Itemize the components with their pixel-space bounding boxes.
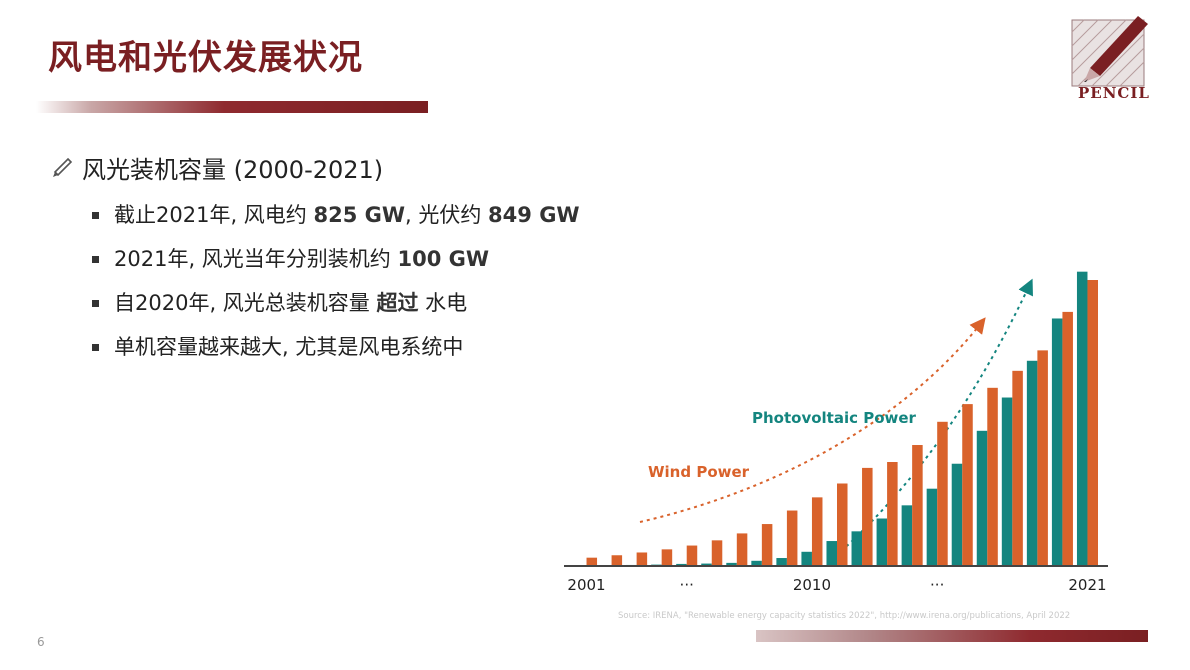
pencil-logo	[1071, 16, 1148, 87]
pv-bar	[1076, 271, 1088, 566]
wind-bar	[586, 557, 598, 566]
x-tick-label: 2010	[793, 576, 831, 594]
pv-bar	[926, 488, 938, 566]
bullet-text: 截止2021年, 风电约	[114, 203, 314, 227]
bullet-text: 单机容量越来越大, 尤其是风电系统中	[114, 335, 464, 359]
wind-bar	[636, 552, 648, 566]
x-tick-label: 2001	[567, 576, 605, 594]
bullet-item: 单机容量越来越大, 尤其是风电系统中	[88, 332, 580, 376]
bullet-item: 自2020年, 风光总装机容量 超过 水电	[88, 288, 580, 332]
pv-bar	[751, 560, 762, 566]
pv-bar	[801, 551, 812, 566]
logo-text: PENCIL	[1078, 84, 1150, 102]
wind-bar	[862, 467, 873, 566]
wind-bar	[837, 483, 848, 566]
wind-annotation: Wind Power	[648, 463, 750, 481]
pv-bar	[1026, 360, 1038, 566]
pv-annotation: Photovoltaic Power	[752, 409, 917, 427]
pv-bar	[951, 463, 963, 566]
wind-bar	[761, 524, 773, 566]
footer-bar	[756, 630, 1148, 642]
pv-bar	[1001, 397, 1013, 566]
wind-bar	[1062, 311, 1073, 566]
wind-bar	[912, 445, 923, 566]
title-underline-bar	[36, 101, 428, 113]
bullet-text: 水电	[418, 291, 468, 315]
bullet-marker	[92, 256, 99, 263]
pv-bar	[701, 563, 712, 566]
pv-bar	[726, 562, 737, 566]
pv-bar	[901, 505, 913, 566]
bullet-list: 截止2021年, 风电约 825 GW, 光伏约 849 GW 2021年, 风…	[88, 200, 580, 376]
pencil-icon	[53, 157, 73, 177]
wind-bar	[686, 545, 698, 566]
wind-bar	[1012, 370, 1023, 566]
wind-bar	[786, 510, 798, 566]
wind-bar	[1087, 280, 1098, 566]
x-tick-label: ···	[680, 576, 694, 594]
pv-bar	[851, 531, 863, 566]
bullet-bold: 100 GW	[397, 247, 490, 271]
pv-bar	[976, 430, 988, 566]
wind-trend-arrow	[639, 317, 986, 523]
wind-bar	[962, 404, 973, 566]
wind-bar	[661, 549, 673, 566]
bullet-marker	[92, 344, 99, 351]
x-tick-label: ···	[930, 576, 944, 594]
bullet-marker	[92, 212, 99, 219]
wind-bar	[937, 421, 948, 566]
wind-bar	[736, 533, 748, 566]
pv-bar	[826, 541, 837, 566]
capacity-bar-chart: 2001 ··· 2010 ··· 2021 Photovoltaic Power Wind…	[564, 271, 1108, 594]
wind-bar	[987, 387, 998, 566]
wind-bar	[711, 540, 723, 566]
bullet-bold: 825 GW	[313, 203, 406, 227]
slide-title: 风电和光伏发展状况	[48, 38, 363, 78]
x-tick-label: 2021	[1068, 576, 1106, 594]
pv-bar	[1051, 318, 1063, 566]
wind-bar	[811, 497, 823, 566]
bullet-bold: 849 GW	[488, 203, 580, 227]
bullet-bold: 超过	[376, 291, 419, 315]
pv-bar	[876, 518, 888, 566]
wind-bar	[887, 462, 898, 566]
bullet-marker	[92, 300, 99, 307]
bullet-item: 截止2021年, 风电约 825 GW, 光伏约 849 GW	[88, 200, 580, 244]
source-note: Source: IRENA, "Renewable energy capacit…	[618, 611, 1071, 621]
pv-bar	[676, 563, 687, 566]
bullet-text: , 光伏约	[405, 203, 489, 227]
bullet-item: 2021年, 风光当年分别装机约 100 GW	[88, 244, 580, 288]
heading-text: 风光装机容量 (2000-2021)	[82, 156, 384, 184]
bullet-text: 自2020年, 风光总装机容量	[114, 291, 377, 315]
bullet-text: 2021年, 风光当年分别装机约	[114, 247, 398, 271]
pv-bar	[776, 558, 787, 566]
wind-bar	[1037, 350, 1048, 566]
section-heading: 风光装机容量 (2000-2021)	[50, 150, 383, 185]
page-number: 6	[37, 635, 45, 649]
wind-bar	[611, 555, 623, 566]
